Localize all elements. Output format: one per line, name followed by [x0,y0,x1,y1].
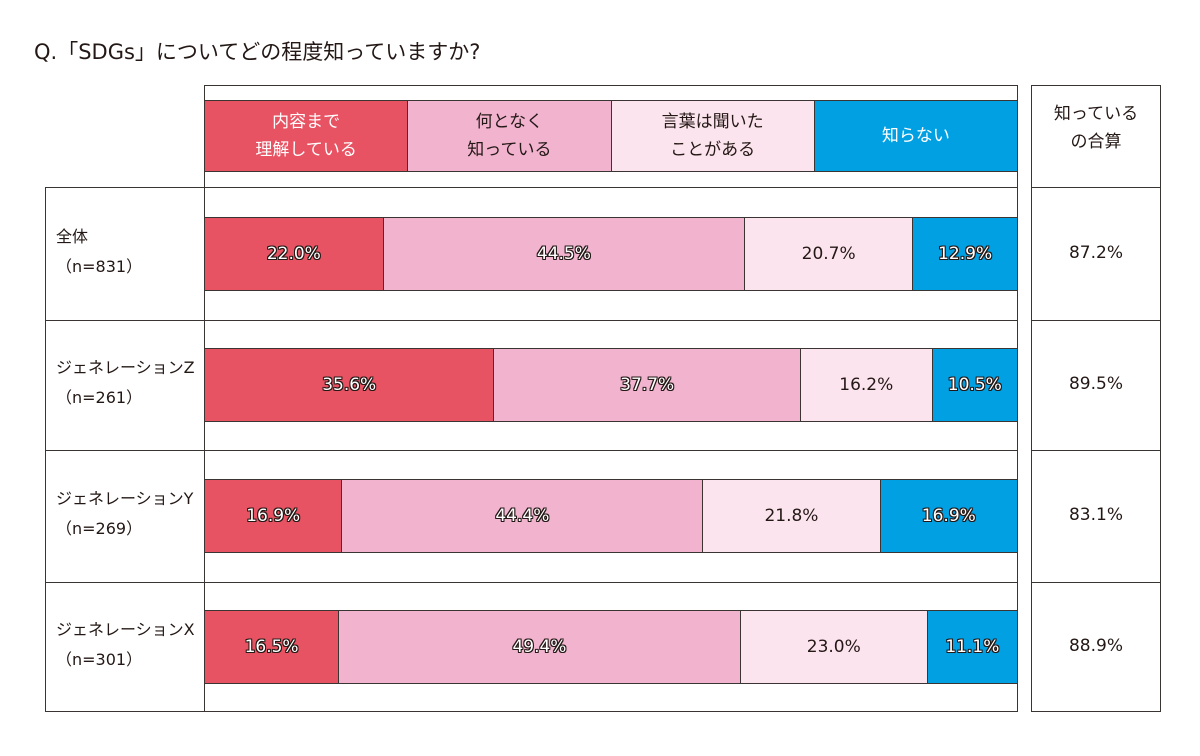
bar-segment: 37.7% [493,348,801,422]
data-label: 12.9% [938,243,993,264]
bar-segment: 35.6% [204,348,495,422]
total-value: 83.1% [1068,505,1123,525]
data-label: 22.0% [266,243,321,264]
bar-segment: 23.0% [739,610,928,684]
total-column [1031,85,1161,712]
legend-item: 言葉は聞いた ことがある [610,100,815,172]
category-name: ジェネレーションY [56,489,194,508]
category-name: ジェネレーションX [56,620,195,639]
data-label: 44.4% [495,506,550,526]
data-label: 49.4% [512,637,567,657]
category-name: ジェネレーションZ [56,358,195,377]
category-column [45,187,205,712]
bar-segment: 12.9% [912,216,1018,291]
data-label: 16.5% [244,637,299,657]
data-label: 35.6% [322,375,377,395]
data-label: 37.7% [620,375,675,395]
row-divider [1031,450,1161,451]
row-divider [1031,187,1161,188]
row-divider [45,582,1018,583]
row-divider [204,187,1018,188]
bar-segment: 10.5% [931,348,1018,422]
bar-segment: 16.9% [879,479,1018,553]
bar-segment: 44.4% [341,479,704,553]
bar-segment: 11.1% [926,610,1018,684]
data-label: 16.9% [246,506,301,526]
data-label: 23.0% [806,637,861,657]
total-value: 89.5% [1068,374,1123,394]
data-label: 44.5% [536,243,591,264]
category-label: ジェネレーションZ （n=261） [56,353,195,413]
total-value: 87.2% [1068,242,1123,263]
category-n: （n=261） [56,388,143,407]
legend-item: 内容まで 理解している [204,100,409,172]
bar-segment: 21.8% [702,479,881,553]
legend-item: 知らない [813,100,1018,172]
row-divider [45,450,1018,451]
bar-segment: 16.9% [204,479,343,553]
chart-title: Q.「SDGs」についてどの程度知っていますか? [34,40,481,64]
category-label: 全体 （n=831） [56,222,142,282]
row-divider [45,320,1018,321]
bar-segment: 16.5% [204,610,340,684]
row-divider [1031,320,1161,321]
bar-segment: 16.2% [799,348,933,422]
bar-segment: 49.4% [338,610,741,684]
data-label: 16.2% [839,375,894,395]
data-label: 16.9% [921,506,976,526]
category-label: ジェネレーションY （n=269） [56,484,193,544]
data-label: 10.5% [947,375,1002,395]
total-value: 88.9% [1068,636,1123,656]
data-label: 11.1% [945,637,1000,657]
category-name: 全体 [56,226,89,246]
data-label: 20.7% [801,243,856,264]
total-header: 知っている の合算 [1053,104,1139,152]
category-n: （n=301） [56,650,143,669]
bar-segment: 20.7% [744,216,914,291]
data-label: 21.8% [764,506,819,526]
category-n: （n=269） [56,519,143,538]
legend-item: 何となく 知っている [407,100,612,172]
category-label: ジェネレーションX （n=301） [56,615,195,675]
bar-segment: 22.0% [204,216,384,291]
category-n: （n=831） [56,256,143,276]
bar-segment: 44.5% [382,216,746,291]
row-divider [1031,582,1161,583]
